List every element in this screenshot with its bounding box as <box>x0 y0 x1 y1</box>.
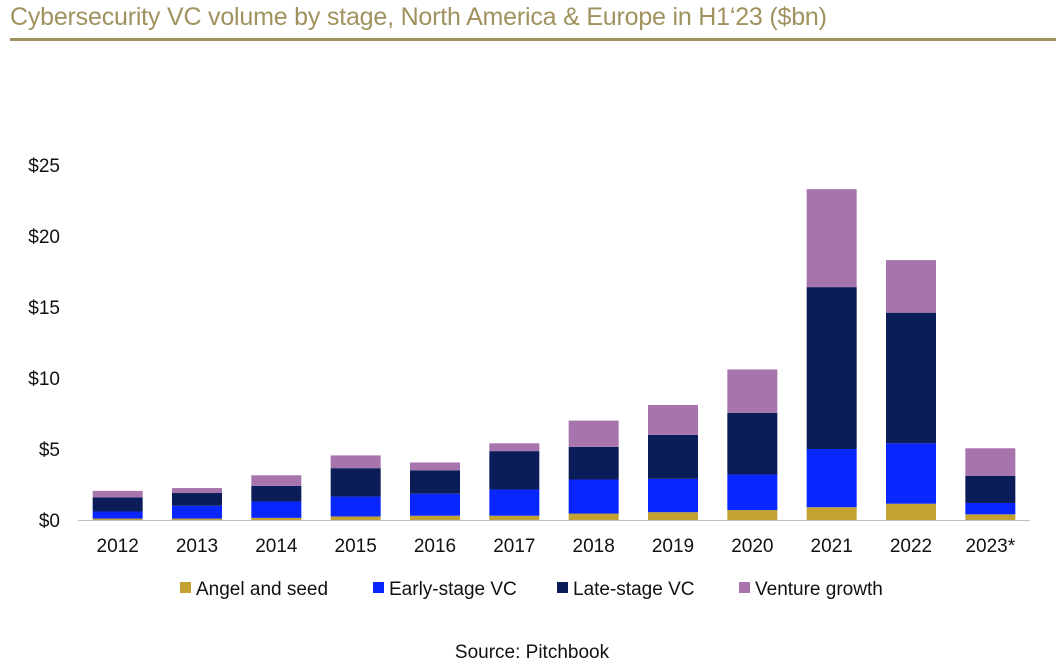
bar-segment <box>568 446 619 480</box>
bar-segment <box>489 489 540 516</box>
bar-segment <box>330 468 381 497</box>
bar-segment <box>727 412 778 475</box>
bar-segment <box>965 514 1016 520</box>
bar-segment <box>886 260 936 313</box>
legend-label: Early-stage VC <box>389 579 517 600</box>
bar-segment <box>886 312 936 444</box>
x-tick-label: 2023* <box>965 536 1015 557</box>
bar-segment <box>92 490 143 498</box>
legend-swatch <box>373 582 384 593</box>
bar-segment <box>648 434 698 479</box>
bar-segment <box>92 497 143 512</box>
bars <box>92 189 1016 520</box>
bar-segment <box>727 510 778 520</box>
x-axis: 2012 2013 2014 2015 2016 2017 2018 2019 2020 2021… <box>78 520 1030 557</box>
bar-segment <box>251 475 302 486</box>
bar-segment <box>489 451 540 490</box>
y-tick-label: $5 <box>39 440 60 461</box>
y-tick-label: $10 <box>28 369 60 390</box>
bar-segment <box>410 515 460 520</box>
legend-label: Late-stage VC <box>573 579 694 600</box>
bar-segment <box>727 474 778 511</box>
x-tick-label: 2022 <box>890 536 932 557</box>
legend-swatch <box>739 582 750 593</box>
bar-segment <box>330 516 381 520</box>
bar-segment <box>568 420 619 447</box>
legend-swatch <box>180 582 191 593</box>
source-note: Source: Pitchbook <box>454 642 610 663</box>
bar-segment <box>965 502 1016 515</box>
bar-segment <box>330 455 381 469</box>
bar-segment <box>489 515 540 520</box>
bar-segment <box>965 448 1016 476</box>
x-tick-label: 2017 <box>493 536 535 557</box>
x-tick-label: 2019 <box>652 536 694 557</box>
bar-segment <box>172 518 222 520</box>
legend-label: Angel and seed <box>196 579 328 600</box>
x-tick-label: 2015 <box>335 536 377 557</box>
stacked-bar-chart: $0$5$10$15$20$25 2012 2013 2014 2015 2016 201… <box>28 156 1030 600</box>
x-tick-label: 2020 <box>731 536 773 557</box>
y-tick-label: $25 <box>28 156 60 177</box>
title-underline <box>10 38 1056 41</box>
x-tick-label: 2014 <box>255 536 298 557</box>
legend-swatch <box>557 582 568 593</box>
bar-segment <box>251 501 302 518</box>
bar-segment <box>172 488 222 494</box>
chart-title: Cybersecurity VC volume by stage, North … <box>10 3 827 31</box>
bar-segment <box>568 513 619 520</box>
x-tick-label: 2021 <box>811 536 853 557</box>
bar-segment <box>251 517 302 520</box>
y-axis: $0 $5 $10 $15 $20 $25 <box>28 156 60 532</box>
bar-segment <box>806 287 857 449</box>
bar-segment <box>965 475 1016 503</box>
y-tick-label: $20 <box>28 227 60 248</box>
bar-segment <box>172 505 222 519</box>
x-tick-label: 2013 <box>176 536 218 557</box>
bar-segment <box>727 369 778 413</box>
bar-segment <box>806 507 857 520</box>
bar-segment <box>568 479 619 514</box>
bar-segment <box>648 478 698 513</box>
x-tick-label: 2012 <box>97 536 139 557</box>
y-tick-label: $0 <box>39 511 60 532</box>
bar-segment <box>172 493 222 506</box>
x-tick-label: 2016 <box>414 536 456 557</box>
bar-segment <box>806 189 857 288</box>
bar-segment <box>251 485 302 502</box>
bar-segment <box>648 404 698 435</box>
legend-label: Venture growth <box>755 579 883 600</box>
bar-segment <box>410 470 460 494</box>
y-tick-label: $15 <box>28 298 60 319</box>
bar-segment <box>92 511 143 519</box>
bar-segment <box>489 443 540 452</box>
bar-segment <box>886 503 936 520</box>
legend: Angel and seed Early-stage VC Late-stage V… <box>180 579 883 600</box>
bar-segment <box>92 518 143 520</box>
bar-segment <box>806 449 857 508</box>
bar-segment <box>410 462 460 471</box>
bar-segment <box>330 496 381 517</box>
bar-segment <box>886 443 936 504</box>
bar-segment <box>410 493 460 516</box>
bar-segment <box>648 512 698 520</box>
x-tick-label: 2018 <box>573 536 615 557</box>
